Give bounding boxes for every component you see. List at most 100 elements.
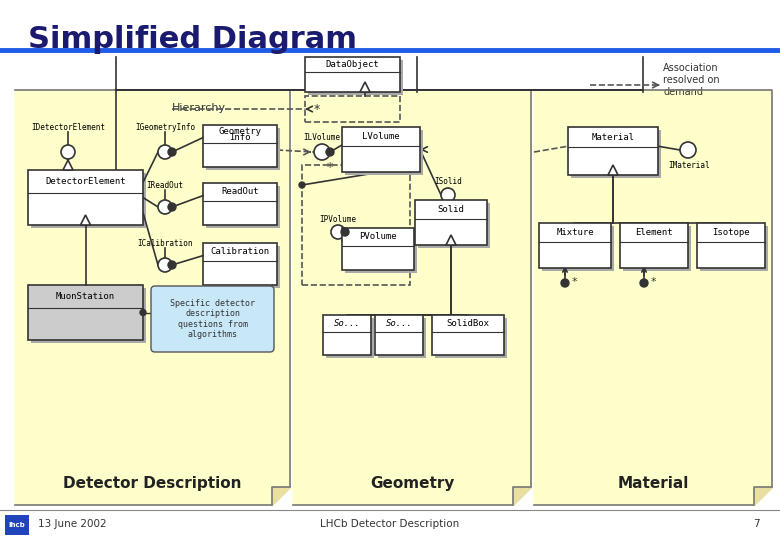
FancyBboxPatch shape bbox=[418, 203, 490, 248]
FancyBboxPatch shape bbox=[206, 186, 280, 228]
FancyBboxPatch shape bbox=[435, 318, 507, 358]
Text: *: * bbox=[314, 103, 320, 116]
FancyBboxPatch shape bbox=[539, 223, 611, 268]
Circle shape bbox=[680, 142, 696, 158]
Circle shape bbox=[326, 148, 334, 156]
Circle shape bbox=[168, 148, 176, 156]
FancyBboxPatch shape bbox=[432, 315, 504, 355]
Text: *: * bbox=[572, 277, 578, 287]
Polygon shape bbox=[80, 215, 90, 225]
Circle shape bbox=[299, 182, 305, 188]
Text: MuonStation: MuonStation bbox=[56, 292, 115, 301]
Text: Association
resolved on
demand: Association resolved on demand bbox=[663, 63, 720, 97]
Circle shape bbox=[640, 279, 648, 287]
Text: DetectorElement: DetectorElement bbox=[45, 177, 126, 186]
Circle shape bbox=[314, 144, 330, 160]
Circle shape bbox=[61, 145, 75, 159]
FancyBboxPatch shape bbox=[203, 243, 277, 285]
FancyBboxPatch shape bbox=[620, 223, 688, 268]
Text: PVolume: PVolume bbox=[359, 232, 397, 241]
FancyBboxPatch shape bbox=[345, 130, 423, 175]
FancyBboxPatch shape bbox=[542, 226, 614, 271]
FancyBboxPatch shape bbox=[308, 60, 403, 95]
FancyBboxPatch shape bbox=[571, 130, 661, 178]
FancyBboxPatch shape bbox=[5, 515, 29, 535]
FancyBboxPatch shape bbox=[31, 173, 146, 228]
Text: Geometry: Geometry bbox=[218, 127, 261, 136]
Text: DataObject: DataObject bbox=[325, 60, 379, 69]
FancyBboxPatch shape bbox=[323, 315, 371, 355]
FancyBboxPatch shape bbox=[378, 318, 426, 358]
FancyBboxPatch shape bbox=[28, 170, 143, 225]
Circle shape bbox=[561, 279, 569, 287]
Text: Isotope: Isotope bbox=[712, 228, 750, 237]
Text: IGeometryInfo: IGeometryInfo bbox=[135, 123, 195, 132]
Circle shape bbox=[331, 225, 345, 239]
Circle shape bbox=[158, 258, 172, 272]
FancyBboxPatch shape bbox=[342, 127, 420, 172]
Text: Material: Material bbox=[617, 476, 689, 491]
Text: ISolid: ISolid bbox=[434, 177, 462, 186]
FancyBboxPatch shape bbox=[700, 226, 768, 271]
Text: ReadOut: ReadOut bbox=[222, 187, 259, 197]
Polygon shape bbox=[754, 487, 772, 505]
Text: LVolume: LVolume bbox=[362, 132, 400, 141]
FancyBboxPatch shape bbox=[28, 285, 143, 340]
Text: Info: Info bbox=[229, 133, 250, 143]
Text: Solid: Solid bbox=[438, 205, 464, 214]
Circle shape bbox=[140, 309, 146, 315]
FancyBboxPatch shape bbox=[326, 318, 374, 358]
Text: Geometry: Geometry bbox=[370, 476, 454, 491]
Text: Hierarchy: Hierarchy bbox=[172, 103, 226, 113]
Text: SolidBox: SolidBox bbox=[446, 319, 490, 328]
Text: IPVolume: IPVolume bbox=[320, 215, 356, 224]
FancyBboxPatch shape bbox=[623, 226, 691, 271]
FancyBboxPatch shape bbox=[415, 200, 487, 245]
Polygon shape bbox=[293, 90, 531, 505]
Text: ICalibration: ICalibration bbox=[137, 239, 193, 248]
Circle shape bbox=[341, 228, 349, 236]
Polygon shape bbox=[15, 90, 290, 505]
FancyBboxPatch shape bbox=[345, 231, 417, 273]
FancyBboxPatch shape bbox=[206, 246, 280, 288]
Text: Calibration: Calibration bbox=[211, 247, 270, 256]
Text: IReadOut: IReadOut bbox=[147, 181, 183, 190]
Text: Mixture: Mixture bbox=[556, 228, 594, 237]
FancyBboxPatch shape bbox=[203, 183, 277, 225]
Text: IMaterial: IMaterial bbox=[668, 161, 710, 170]
Text: IDetectorElement: IDetectorElement bbox=[31, 123, 105, 132]
Circle shape bbox=[158, 145, 172, 159]
FancyBboxPatch shape bbox=[697, 223, 765, 268]
Polygon shape bbox=[360, 82, 370, 92]
Circle shape bbox=[168, 203, 176, 211]
Text: lhcb: lhcb bbox=[9, 522, 26, 528]
Text: ILVolume: ILVolume bbox=[303, 133, 341, 142]
Polygon shape bbox=[63, 160, 73, 170]
Text: Material: Material bbox=[591, 133, 634, 141]
FancyBboxPatch shape bbox=[206, 128, 280, 170]
Text: Specific detector
description
questions from
algorithms: Specific detector description questions … bbox=[170, 299, 255, 339]
FancyBboxPatch shape bbox=[375, 315, 423, 355]
FancyBboxPatch shape bbox=[203, 125, 277, 167]
Text: So...: So... bbox=[385, 319, 413, 328]
FancyBboxPatch shape bbox=[568, 127, 658, 175]
FancyBboxPatch shape bbox=[31, 288, 146, 343]
Text: *: * bbox=[651, 277, 657, 287]
Polygon shape bbox=[446, 235, 456, 245]
FancyBboxPatch shape bbox=[151, 286, 274, 352]
Text: 13 June 2002: 13 June 2002 bbox=[38, 519, 107, 529]
Circle shape bbox=[168, 261, 176, 269]
FancyBboxPatch shape bbox=[342, 228, 414, 270]
Text: Simplified Diagram: Simplified Diagram bbox=[28, 25, 357, 54]
Text: Element: Element bbox=[635, 228, 673, 237]
Polygon shape bbox=[534, 90, 772, 505]
Text: So...: So... bbox=[334, 319, 360, 328]
Circle shape bbox=[158, 200, 172, 214]
Text: Detector Description: Detector Description bbox=[63, 476, 242, 491]
Circle shape bbox=[441, 188, 455, 202]
Polygon shape bbox=[272, 487, 290, 505]
FancyBboxPatch shape bbox=[305, 57, 400, 92]
Text: LHCb Detector Description: LHCb Detector Description bbox=[321, 519, 459, 529]
Polygon shape bbox=[608, 165, 618, 175]
Text: 7: 7 bbox=[753, 519, 760, 529]
